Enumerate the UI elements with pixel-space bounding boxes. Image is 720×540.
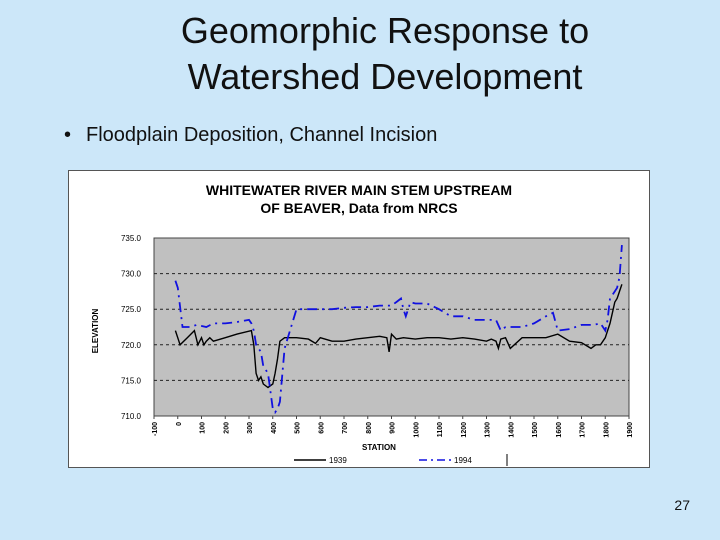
y-tick-label: 715.0	[121, 376, 142, 385]
x-tick-label: 1300	[485, 422, 492, 438]
y-tick-label: 710.0	[121, 412, 142, 421]
y-tick-label: 735.0	[121, 234, 142, 243]
x-tick-label: 600	[318, 422, 325, 434]
x-tick-label: 1200	[461, 422, 468, 438]
legend-label-1939: 1939	[329, 456, 347, 465]
x-tick-label: 1700	[580, 422, 587, 438]
x-tick-label: 1600	[556, 422, 563, 438]
page-number: 27	[674, 497, 690, 513]
x-tick-label: 1000	[413, 422, 420, 438]
x-tick-label: 1500	[532, 422, 539, 438]
y-tick-label: 720.0	[121, 341, 142, 350]
series-line-1939	[174, 284, 623, 389]
x-tick-label: 0	[176, 422, 183, 426]
x-tick-label: 1800	[603, 422, 610, 438]
x-tick-label: 1900	[627, 422, 634, 438]
chart-figure: WHITEWATER RIVER MAIN STEM UPSTREAM OF BE…	[68, 170, 650, 468]
chart-title-line: OF BEAVER, Data from NRCS	[260, 200, 457, 216]
x-tick-label: 1100	[437, 422, 444, 437]
bullet-item: • Floodplain Deposition, Channel Incision	[64, 124, 437, 147]
slide-title: Geomorphic Response to Watershed Develop…	[100, 8, 670, 100]
slide-title-line-2: Watershed Development	[187, 56, 583, 97]
x-tick-label: 900	[390, 422, 397, 434]
x-tick-label: 100	[200, 422, 207, 434]
x-tick-label: 500	[295, 422, 302, 434]
legend-label-1994: 1994	[454, 456, 472, 465]
y-tick-label: 725.0	[121, 305, 142, 314]
x-tick-label: 700	[342, 422, 349, 434]
y-tick-label: 730.0	[121, 270, 142, 279]
bullet-text: Floodplain Deposition, Channel Incision	[86, 124, 438, 146]
x-tick-label: -100	[152, 422, 159, 436]
plot-area	[153, 237, 630, 417]
bullet-dot: •	[64, 124, 72, 146]
x-tick-label: 400	[271, 422, 278, 434]
x-tick-label: 300	[247, 422, 254, 434]
x-tick-label: 1400	[508, 422, 515, 438]
chart-title-line: WHITEWATER RIVER MAIN STEM UPSTREAM	[206, 182, 512, 198]
x-tick-label: 200	[223, 422, 230, 434]
x-tick-label: 800	[366, 422, 373, 434]
y-axis-label: ELEVATION	[91, 308, 100, 353]
x-axis-label: STATION	[362, 443, 396, 452]
slide-title-line-1: Geomorphic Response to	[180, 10, 590, 51]
elevation-chart: WHITEWATER RIVER MAIN STEM UPSTREAM OF BE…	[91, 182, 634, 466]
